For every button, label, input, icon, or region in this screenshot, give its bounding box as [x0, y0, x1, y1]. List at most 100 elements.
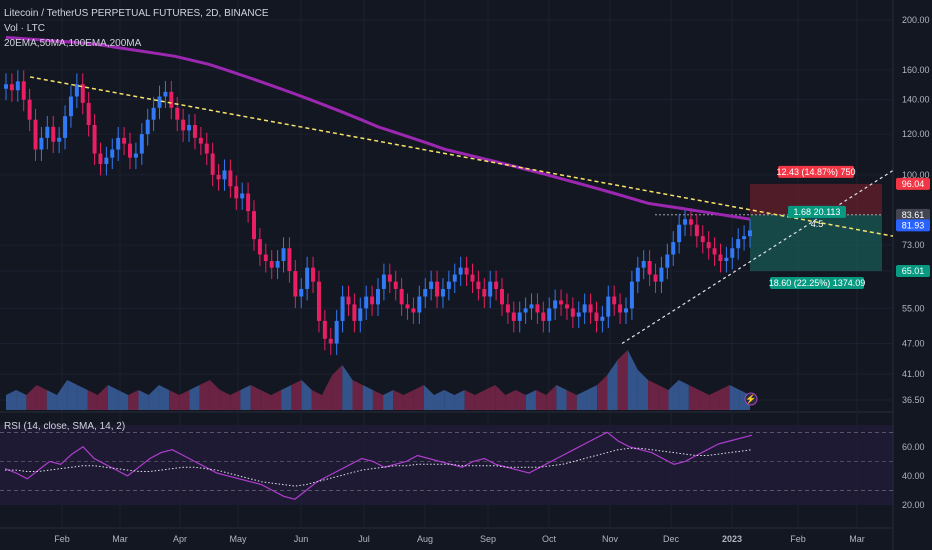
candle-body [204, 143, 209, 154]
ratio-label-1: 1.68 20.113 [794, 207, 841, 217]
volume-segment [199, 380, 210, 410]
volume-segment [321, 375, 333, 410]
candle-body [653, 274, 658, 282]
target-price-tag: 65.01 [902, 266, 925, 276]
time-axis-label: Oct [542, 534, 557, 544]
reward-label-box [770, 277, 864, 290]
candle-body [446, 281, 451, 289]
time-axis-label: Sep [480, 534, 496, 544]
candle-body [346, 296, 351, 305]
rsi-axis-label: 60.00 [902, 442, 925, 452]
price-axis-label: 140.00 [902, 95, 930, 105]
candle-body [74, 84, 79, 97]
volume-segment [230, 390, 241, 410]
volume-segment [413, 385, 424, 410]
candle-body [736, 239, 741, 249]
candle-body [482, 288, 487, 297]
candle-body [328, 338, 333, 344]
volume-segment [16, 390, 27, 410]
candle-body [246, 193, 251, 212]
volume-segment [128, 390, 139, 410]
candle-body [63, 116, 68, 138]
candle-body [4, 84, 8, 89]
candle-body [57, 137, 62, 142]
time-axis-label: Mar [112, 534, 128, 544]
rsi-sma-line [5, 447, 753, 487]
current-price-tag: 81.93 [902, 220, 925, 230]
volume-segment [709, 390, 720, 410]
volume-segment [342, 365, 353, 410]
risk-label: 12.43 (14.87%) 750 [776, 167, 855, 177]
candle-body [151, 107, 156, 120]
risk-label-box [778, 165, 854, 178]
candle-body [80, 84, 85, 103]
candle-body [175, 107, 180, 120]
candle-body [423, 288, 428, 297]
candle-body [683, 219, 688, 225]
price-tags: 12.43 (14.87%) 750 18.60 (22.25%) 1374.09… [744, 165, 930, 406]
price-axis-label: 36.50 [902, 395, 925, 405]
ema-legend: 20EMA,50MA,100EMA,200MA [4, 38, 142, 49]
candle-body [222, 170, 227, 180]
current-price-tag-box [896, 219, 930, 232]
volume-segment [220, 390, 231, 410]
volume-segment [311, 390, 322, 410]
volume-segment [525, 390, 536, 410]
candlestick-series[interactable] [4, 70, 752, 355]
candle-body [470, 274, 475, 282]
volume-segment [535, 390, 547, 410]
volume-segment [637, 370, 649, 410]
volume-segment [495, 385, 506, 410]
volume-segment [423, 385, 435, 410]
time-axis-label: Aug [417, 534, 433, 544]
volume-segment [260, 390, 271, 410]
volume-segment [729, 385, 740, 410]
time-axis: Feb Mar Apr May Jun Jul Aug Sep Oct Nov Dec 2023 Feb… [54, 534, 865, 544]
candle-body [458, 267, 463, 275]
candle-body [98, 153, 103, 164]
volume-segment [291, 380, 302, 410]
time-axis-label: Jun [294, 534, 309, 544]
lightning-icon [744, 392, 758, 406]
candle-body [311, 267, 316, 282]
candle-body [104, 157, 109, 164]
volume-segment [607, 360, 618, 410]
candle-body [263, 254, 268, 262]
candle-body [511, 312, 516, 321]
time-axis-label: 2023 [722, 534, 742, 544]
volume-segment [46, 390, 57, 410]
candle-body [252, 211, 256, 240]
candle-body [517, 312, 522, 321]
candle-body [641, 261, 646, 268]
volume-segment [474, 390, 486, 410]
volume-segment [87, 390, 98, 410]
entry-price-tag: 83.61 [902, 210, 925, 220]
candle-body [364, 296, 369, 309]
candle-body [305, 267, 310, 289]
candle-body [429, 281, 434, 289]
volume-segment [546, 385, 557, 410]
time-axis-label: Apr [173, 534, 187, 544]
candle-body [541, 312, 546, 321]
candle-body [133, 153, 138, 158]
volume-segment [699, 390, 710, 410]
resistance-trendline[interactable] [29, 76, 894, 237]
candle-body [570, 308, 575, 317]
volume-segment [505, 390, 516, 410]
candle-body [606, 296, 611, 317]
candle-body [564, 304, 569, 309]
candle-body [340, 296, 345, 321]
volume-segment [586, 385, 598, 410]
candle-body [163, 91, 168, 97]
candle-body [275, 261, 280, 268]
volume-segment [576, 390, 587, 410]
volume-segment [56, 380, 68, 410]
volume-segment [403, 390, 414, 410]
candle-body [110, 149, 115, 158]
candle-body [742, 236, 747, 240]
lightning-glyph: ⚡ [745, 393, 756, 405]
rsi-line [4, 431, 753, 500]
candle-body [316, 281, 321, 321]
price-axis-label: 73.00 [902, 240, 925, 250]
